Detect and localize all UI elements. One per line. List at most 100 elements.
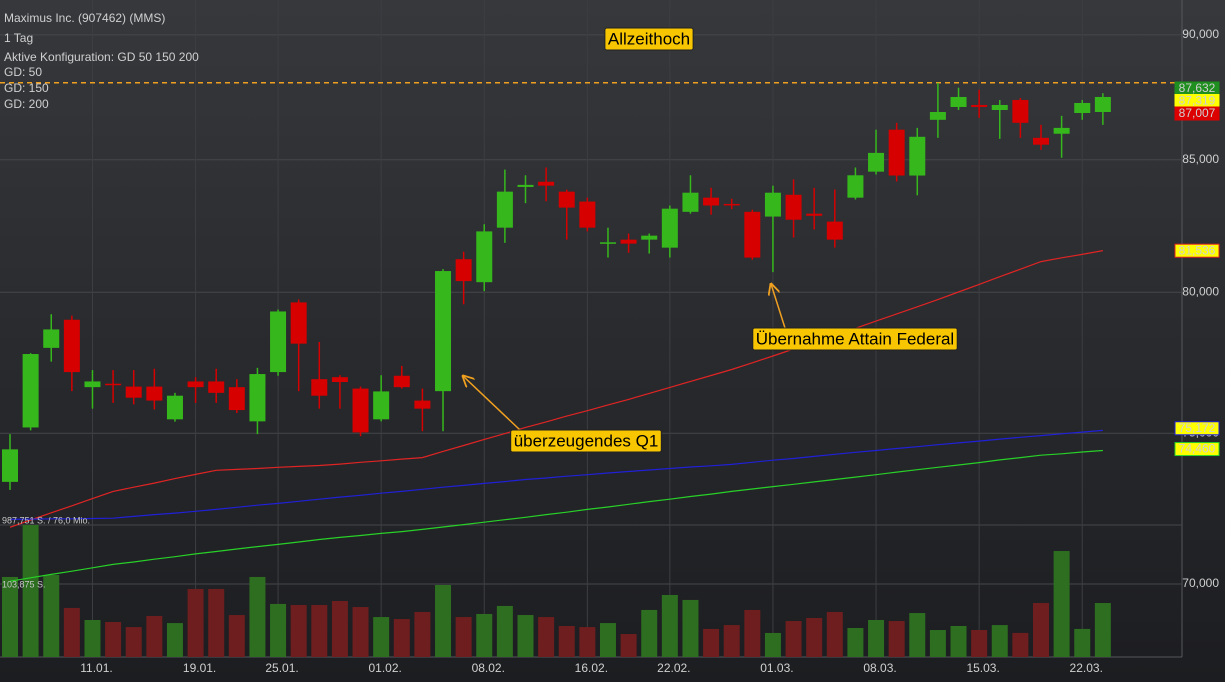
volume-bar [971,630,988,657]
volume-bar [270,603,287,657]
volume-bar [84,619,101,657]
volume-bar [806,617,823,657]
price-label: 87,319 [1179,94,1216,108]
candle-body [435,271,452,392]
candle-body [414,400,431,409]
candle-body [517,184,534,187]
volume-bar [105,621,122,657]
candle-body [971,104,988,107]
price-label: 75,172 [1179,421,1216,435]
volume-bar [1012,632,1029,657]
volume-bar [476,613,493,657]
candle-body [2,449,18,482]
labels: Maximus Inc. (907462) (MMS) 1 Tag Aktive… [2,11,1220,589]
volume-bar [703,628,720,657]
volume-bar [723,625,740,657]
volume-bar [166,623,183,657]
candle-body [991,104,1008,110]
candle-body [785,194,802,220]
volume-bar [641,609,658,657]
x-tick-label: 16.02. [575,661,608,675]
moving-average-line [9,449,1103,582]
candle-body [929,112,946,120]
legend-entry: GD: 150 [4,81,49,95]
y-tick-label: 85,000 [1182,152,1219,166]
volume-label: 987,751 S. / 76,0 Mio. [2,515,90,525]
moving-average-line [9,429,1103,520]
candle-body [1094,96,1111,113]
volume-bar [1094,603,1111,657]
volume-bar [290,605,307,657]
candle-body [166,395,183,420]
volume-bar [929,630,946,657]
x-tick-label: 22.02. [657,661,690,675]
candle-body [496,191,513,228]
volume-bar [393,619,410,657]
x-tick-label: 15.03. [966,661,999,675]
candle-body [1053,127,1070,134]
candles [2,82,1111,490]
volume-bar [352,607,369,657]
y-tick-label: 70,000 [1182,576,1219,590]
candle-body [146,386,163,401]
volume-label: 103,875 S. [2,579,46,589]
volume-bar [826,611,843,657]
candle-body [661,208,678,248]
volume-bar [764,632,781,657]
volume-bar [63,607,80,657]
candle-body [105,383,122,386]
candle-body [764,192,781,217]
candle-body [187,381,204,388]
candle-body [290,302,307,344]
candle-body [22,354,39,428]
volume-bar [620,634,637,657]
candle-body [270,311,287,373]
volume-bar [847,628,864,657]
volume-bar [661,594,678,657]
candle-body [476,231,493,283]
volume-bar [146,615,163,657]
volume-bar [414,611,431,657]
volume-bar [991,625,1008,657]
annotation-text: Übernahme Attain Federal [756,329,954,348]
candle-body [208,381,225,393]
y-tick-label: 90,000 [1182,27,1219,41]
candle-body [599,242,616,244]
annotation-box [604,27,694,51]
price-label-box [1174,243,1220,258]
candle-body [826,221,843,240]
annotation-box [510,429,662,453]
volume-bar [682,599,699,657]
candle-body [331,377,348,383]
candle-body [579,201,596,228]
price-label: 87,632 [1179,81,1216,95]
annotation-text: Allzeithoch [608,29,690,48]
candle-body [1012,99,1029,123]
candle-body [744,211,761,258]
volume-bar [1033,603,1049,657]
candle-body [455,259,472,282]
candle-body [723,203,740,206]
candle-body [1074,102,1091,114]
price-label-box [1174,421,1220,436]
candle-body [538,181,555,186]
x-tick-label: 01.03. [760,661,793,675]
volume-bar [496,605,513,657]
volume-bar [2,576,18,657]
volume-bar [373,617,390,657]
volume-bar [125,627,142,657]
annotation-text: überzeugendes Q1 [514,431,659,450]
x-tick-label: 22.03. [1070,661,1103,675]
candle-body [352,388,369,433]
volume-bar [538,617,555,657]
x-tick-label: 25.01. [265,661,298,675]
volume-bar [517,615,534,657]
candle-body [888,129,905,176]
candle-body [682,192,699,212]
chart-subtitle: 1 Tag [4,31,33,45]
volume-bar [868,619,885,657]
candle-body [847,175,864,198]
candle-body [868,152,885,172]
